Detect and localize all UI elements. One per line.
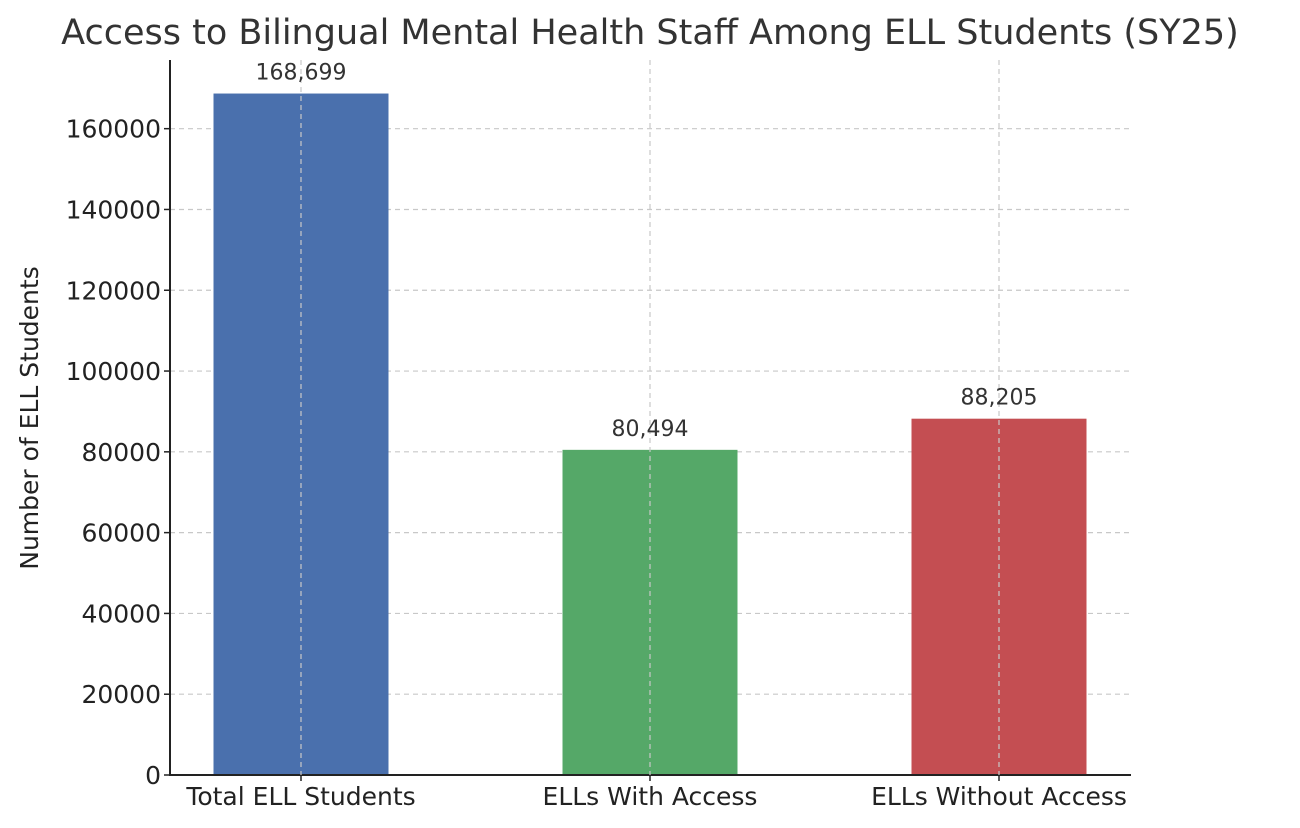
x-tick-label: ELLs Without Access bbox=[871, 782, 1127, 811]
x-tick-label: ELLs With Access bbox=[543, 782, 758, 811]
y-tick-label: 20000 bbox=[81, 680, 161, 709]
y-tick-label: 160000 bbox=[66, 115, 161, 144]
bar-value-label: 80,494 bbox=[612, 417, 689, 442]
y-tick-label: 0 bbox=[145, 761, 161, 790]
bar-value-label: 168,699 bbox=[256, 61, 347, 86]
chart-title: Access to Bilingual Mental Health Staff … bbox=[61, 13, 1239, 53]
x-tick-label: Total ELL Students bbox=[185, 782, 415, 811]
y-tick-label: 100000 bbox=[66, 357, 161, 386]
y-tick-label: 120000 bbox=[66, 276, 161, 305]
y-tick-label: 60000 bbox=[81, 519, 161, 548]
labels-layer: 0 20000 40000 60000 80000 100000 120000 140000 1… bbox=[66, 60, 1127, 811]
y-tick-label: 40000 bbox=[81, 599, 161, 628]
y-axis-label: Number of ELL Students bbox=[15, 266, 44, 569]
y-tick-label: 140000 bbox=[66, 195, 161, 224]
y-tick-label: 80000 bbox=[81, 438, 161, 467]
bar-value-label: 88,205 bbox=[961, 386, 1038, 411]
